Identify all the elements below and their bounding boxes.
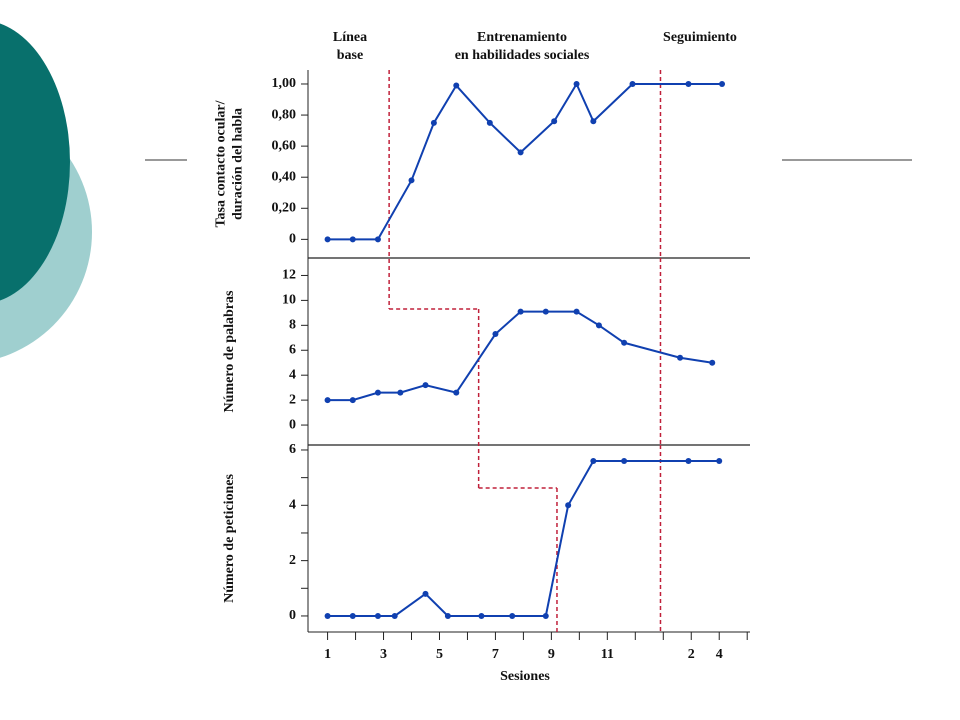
y-tick-label: 0,60 <box>272 138 297 153</box>
data-point <box>422 590 429 597</box>
y-axis-label: Número de peticiones <box>222 474 237 603</box>
y-tick-label: 8 <box>289 318 296 333</box>
x-tick-label: 5 <box>436 647 443 662</box>
data-point <box>486 119 493 126</box>
phase-label: en habilidades sociales <box>455 48 590 63</box>
data-point <box>621 339 628 346</box>
data-point <box>621 458 628 465</box>
data-point <box>349 397 356 404</box>
y-tick-label: 12 <box>282 268 296 283</box>
x-tick-label: 4 <box>716 647 723 662</box>
y-tick-label: 0 <box>289 417 296 432</box>
y-axis-label: Número de palabras <box>222 290 237 412</box>
y-tick-label: 2 <box>289 553 296 568</box>
data-point <box>453 389 460 396</box>
y-tick-label: 6 <box>289 442 296 457</box>
x-tick-label: 2 <box>688 647 695 662</box>
y-axis-label: duración del habla <box>231 108 246 220</box>
data-point <box>685 458 692 465</box>
data-point <box>517 149 524 156</box>
y-tick-label: 0,40 <box>272 169 297 184</box>
data-point <box>444 612 451 619</box>
data-point <box>565 502 572 509</box>
data-point <box>478 612 485 619</box>
phase-label: base <box>337 48 363 63</box>
data-point <box>709 359 716 366</box>
data-point <box>590 458 597 465</box>
y-tick-label: 1,00 <box>272 76 297 91</box>
phase-label: Línea <box>333 30 367 45</box>
x-tick-label: 3 <box>380 647 387 662</box>
data-point <box>590 118 597 125</box>
data-point <box>551 118 558 125</box>
data-point <box>509 612 516 619</box>
data-point <box>408 177 415 184</box>
data-point <box>716 458 723 465</box>
decor-circle-dark <box>0 23 70 301</box>
data-point <box>374 236 381 243</box>
data-point <box>349 236 356 243</box>
data-point <box>422 382 429 389</box>
x-axis-label: Sesiones <box>500 669 550 684</box>
x-tick-label: 7 <box>492 647 499 662</box>
y-tick-label: 0 <box>289 608 296 623</box>
data-point <box>629 80 636 87</box>
data-point <box>374 612 381 619</box>
y-tick-label: 2 <box>289 392 296 407</box>
data-point <box>453 82 460 89</box>
data-line <box>327 81 723 241</box>
data-point <box>573 80 580 87</box>
phase-label: Entrenamiento <box>477 30 567 45</box>
data-point <box>517 308 524 315</box>
data-point <box>595 322 602 329</box>
y-tick-label: 0 <box>289 232 296 247</box>
y-tick-label: 10 <box>282 293 296 308</box>
data-point <box>677 354 684 361</box>
y-tick-label: 4 <box>289 498 296 513</box>
y-tick-label: 0,20 <box>272 200 297 215</box>
data-point <box>542 308 549 315</box>
data-line <box>327 310 713 402</box>
x-tick-label: 11 <box>601 647 614 662</box>
data-point <box>391 612 398 619</box>
data-point <box>349 612 356 619</box>
data-point <box>492 331 499 338</box>
data-point <box>324 612 331 619</box>
data-point <box>374 389 381 396</box>
data-point <box>719 80 726 87</box>
y-tick-label: 4 <box>289 367 296 382</box>
data-point <box>573 308 580 315</box>
data-point <box>685 80 692 87</box>
y-tick-label: 0,80 <box>272 107 297 122</box>
x-tick-label: 1 <box>324 647 331 662</box>
phase-label: Seguimiento <box>663 30 737 45</box>
y-tick-label: 6 <box>289 342 296 357</box>
data-point <box>430 119 437 126</box>
data-point <box>324 397 331 404</box>
data-point <box>397 389 404 396</box>
y-axis-label: Tasa contacto ocular/ <box>214 99 229 227</box>
data-point <box>542 612 549 619</box>
x-tick-label: 9 <box>548 647 555 662</box>
data-point <box>324 236 331 243</box>
